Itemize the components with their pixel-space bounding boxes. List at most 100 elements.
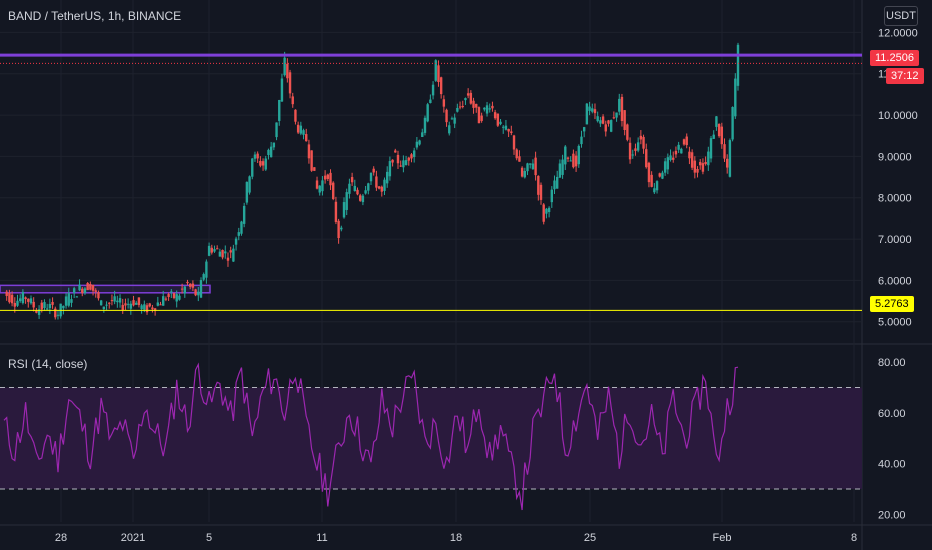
candle-body xyxy=(275,122,278,138)
candle-body xyxy=(35,310,38,313)
candle-body xyxy=(221,249,224,258)
candle-body xyxy=(593,109,597,114)
candle-body xyxy=(383,179,386,191)
candle-body xyxy=(62,305,65,309)
candle-body xyxy=(202,274,205,280)
candle-body xyxy=(582,127,586,132)
candle-body xyxy=(707,151,710,166)
candle-body xyxy=(539,184,543,200)
candle-body xyxy=(547,207,551,213)
candle-body xyxy=(342,202,346,218)
candle-body xyxy=(27,298,30,302)
candle-body xyxy=(720,126,724,145)
rsi-line xyxy=(3,362,739,511)
candle-body xyxy=(310,150,313,171)
candle-body xyxy=(512,135,516,150)
candle-body xyxy=(21,291,25,304)
candle-body xyxy=(469,92,473,104)
candle-body xyxy=(564,146,567,165)
candle-body xyxy=(253,154,257,159)
candle-body xyxy=(699,161,702,166)
candle-body xyxy=(674,150,678,155)
candle-body xyxy=(499,121,502,125)
candle-body xyxy=(677,144,680,150)
price-tick-label: 5.0000 xyxy=(878,317,912,329)
candle-body xyxy=(445,109,448,123)
candle-body xyxy=(555,176,559,189)
candle-body xyxy=(43,302,46,309)
candle-body xyxy=(135,302,138,305)
candle-body xyxy=(334,201,338,222)
candle-body xyxy=(332,182,335,200)
candle-body xyxy=(672,157,675,160)
candle-body xyxy=(29,298,33,304)
candle-body xyxy=(124,303,127,306)
candles xyxy=(5,42,740,320)
candle-body xyxy=(215,248,219,250)
candle-body xyxy=(388,161,392,177)
candle-body xyxy=(518,156,521,162)
candle-body xyxy=(353,185,357,191)
candle-body xyxy=(8,292,11,303)
rsi-tick-label: 80.00 xyxy=(878,357,906,369)
candle-body xyxy=(5,291,8,296)
candle-body xyxy=(345,192,348,210)
candle-body xyxy=(294,109,297,122)
time-tick-label: 5 xyxy=(206,532,212,544)
candle-body xyxy=(639,135,643,140)
currency-button[interactable]: USDT xyxy=(884,6,918,26)
candle-body xyxy=(288,72,292,94)
candle-body xyxy=(553,180,556,190)
candle-body xyxy=(491,105,494,109)
candle-body xyxy=(510,131,513,133)
candle-body xyxy=(18,298,22,302)
candle-body xyxy=(113,296,116,302)
candle-body xyxy=(164,298,168,300)
candle-body xyxy=(734,78,737,117)
candle-body xyxy=(666,157,670,170)
candle-body xyxy=(650,174,653,187)
candle-body xyxy=(186,281,189,284)
candle-body xyxy=(159,304,162,306)
candle-body xyxy=(302,130,305,135)
candle-body xyxy=(191,283,195,288)
price-tick-label: 12.0000 xyxy=(878,27,918,39)
candle-body xyxy=(663,161,667,173)
candle-body xyxy=(372,168,375,173)
candle-body xyxy=(461,105,464,107)
candle-body xyxy=(623,110,626,131)
candle-body xyxy=(561,159,564,175)
candle-body xyxy=(609,120,613,132)
price-tick-label: 10.0000 xyxy=(878,110,918,122)
candle-body xyxy=(283,57,286,76)
time-tick-label: 25 xyxy=(584,532,596,544)
candle-body xyxy=(245,181,249,203)
rsi-tick-label: 40.00 xyxy=(878,459,906,471)
candle-body xyxy=(566,157,570,159)
candle-body xyxy=(418,140,421,145)
candle-body xyxy=(199,280,203,298)
candle-body xyxy=(156,302,160,306)
candle-body xyxy=(364,190,367,194)
candle-body xyxy=(178,295,181,300)
candle-body xyxy=(472,100,475,108)
candle-body xyxy=(132,300,135,306)
candle-body xyxy=(248,176,251,193)
candle-body xyxy=(523,170,527,178)
candle-body xyxy=(261,161,265,166)
candle-body xyxy=(375,176,378,188)
candle-body xyxy=(210,247,213,253)
candle-body xyxy=(121,304,124,311)
candle-body xyxy=(626,124,629,140)
candle-body xyxy=(636,142,640,151)
time-tick-label: 2021 xyxy=(121,532,145,544)
candle-body xyxy=(394,150,397,153)
candle-body xyxy=(81,288,84,294)
price-tick-label: 7.0000 xyxy=(878,234,912,246)
candle-body xyxy=(361,195,365,203)
candle-body xyxy=(218,251,222,257)
candle-body xyxy=(54,308,57,318)
candle-body xyxy=(607,120,610,124)
candle-body xyxy=(601,116,605,124)
